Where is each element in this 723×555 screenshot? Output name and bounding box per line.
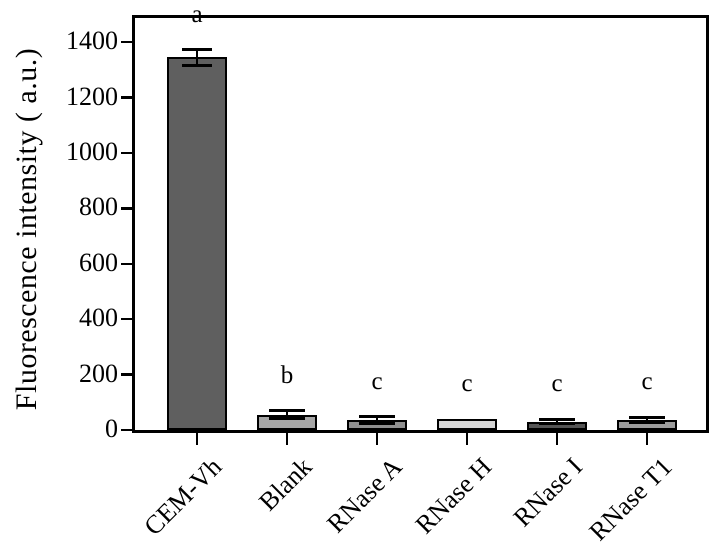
y-tick-mark [121,207,133,210]
bar [437,419,497,430]
error-bar-cap-bottom [359,422,395,426]
y-tick-mark [121,428,133,432]
x-tick-label: Blank [253,452,318,517]
y-tick-label: 0 [105,413,118,443]
error-bar [286,410,288,419]
y-tick-label: 600 [79,247,118,277]
significance-letter: c [371,367,383,395]
y-axis-label: Fluorescence intensity ( a.u.) [10,47,43,411]
y-tick-label: 1200 [66,81,118,111]
significance-letter: c [461,370,473,398]
error-bar-cap-top [182,48,212,52]
error-bar [556,419,558,424]
x-tick-mark [375,433,379,445]
plot-area [132,15,709,433]
y-tick-mark [121,96,133,99]
error-bar [646,417,648,423]
x-tick-label: RNase T1 [583,452,678,547]
error-bar-cap-bottom [182,63,212,67]
y-tick-label: 400 [79,302,118,332]
x-tick-label: RNase H [410,452,498,540]
error-bar-cap-top [539,417,575,421]
y-tick-label: 1000 [66,136,118,166]
error-bar-cap-bottom [269,417,305,421]
significance-letter: c [551,370,563,398]
bars-container [135,18,706,430]
error-bar-cap-top [269,409,305,413]
error-bar-cap-bottom [539,422,575,426]
y-tick-label: 800 [79,192,118,222]
significance-letter: c [641,368,653,396]
error-bar-cap-bottom [629,421,665,425]
x-tick-mark [555,433,559,445]
x-tick-label: RNase I [507,452,588,533]
y-tick-mark [121,40,133,44]
x-tick-mark [645,433,649,445]
error-bar-cap-top [629,415,665,419]
y-tick-mark [121,373,133,376]
error-bar [196,49,198,66]
y-tick-label: 1400 [66,25,118,55]
y-tick-label: 200 [79,358,118,388]
y-tick-mark [121,262,133,266]
significance-letter: b [280,361,294,389]
x-tick-mark [195,433,199,445]
error-bar [376,416,378,424]
x-tick-label: RNase A [321,452,408,539]
y-tick-mark [121,151,133,155]
x-tick-mark [465,433,469,445]
error-bar-cap-top [359,415,395,419]
significance-letter: a [191,0,203,28]
y-tick-mark [121,317,133,321]
bar [167,57,227,430]
x-tick-mark [285,433,289,445]
x-tick-label: CEM-Vh [138,452,228,541]
